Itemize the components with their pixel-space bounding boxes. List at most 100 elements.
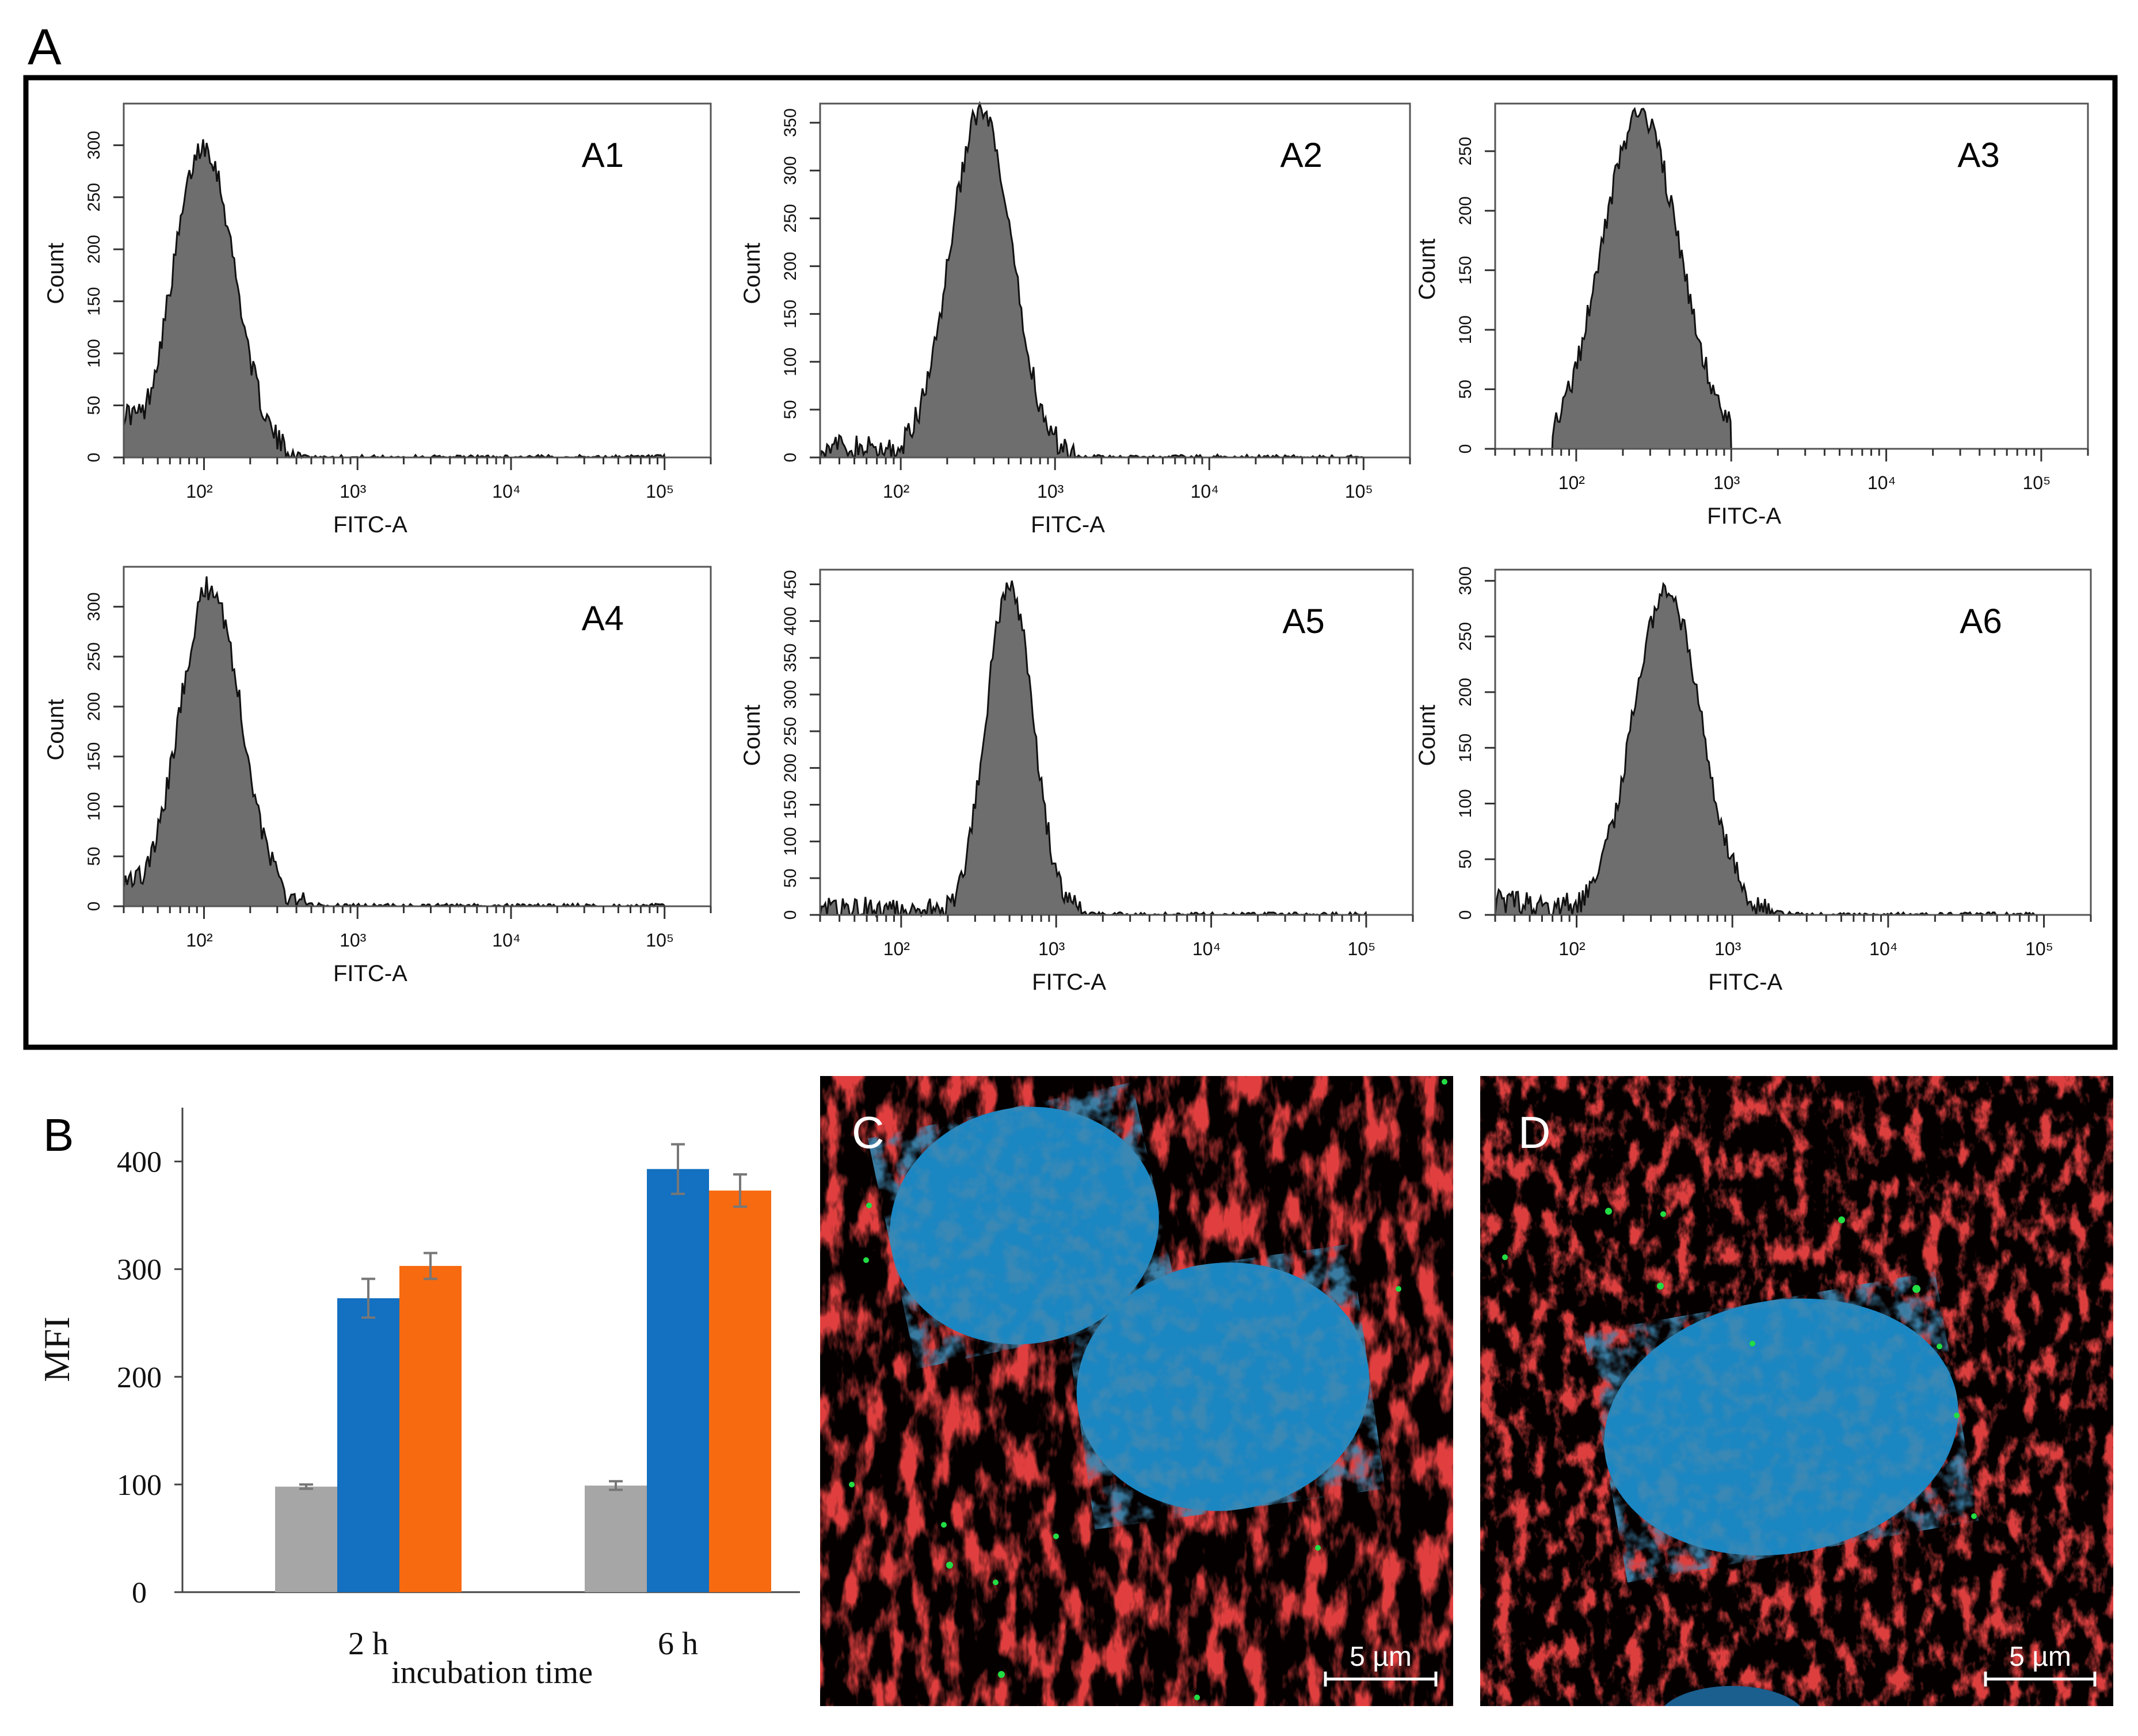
y-axis-label: Count bbox=[740, 705, 765, 766]
panel-a-frame bbox=[23, 75, 2118, 1050]
y-tick-label: 400 bbox=[117, 1146, 162, 1179]
plot-frame bbox=[819, 569, 1414, 916]
category-label: 2 h bbox=[348, 1626, 388, 1662]
x-axis-label: FITC-A bbox=[1032, 970, 1106, 995]
y-tick-label: 350 bbox=[781, 643, 800, 672]
y-tick-label: 150 bbox=[1456, 734, 1475, 762]
histogram-A3: 0 50 100 150 200 250 10² 10³ 10⁴ 10⁵ FITC-A Count A3 bbox=[1415, 102, 2089, 529]
y-axis-label: Count bbox=[1415, 705, 1440, 766]
panel-label-A3: A3 bbox=[1957, 136, 1999, 174]
y-tick-label: 250 bbox=[1456, 622, 1475, 651]
y-tick-label: 100 bbox=[85, 339, 104, 368]
y-tick-label: 300 bbox=[117, 1254, 162, 1287]
y-tick-label: 200 bbox=[1456, 196, 1475, 225]
panel-c-letter: C bbox=[852, 1107, 884, 1158]
y-tick-label: 250 bbox=[85, 642, 104, 671]
y-tick-label: 250 bbox=[781, 717, 800, 746]
histogram-fill bbox=[1551, 106, 1732, 450]
flow-histograms: 0 50 100 150 200 250 300 10² 10³ 10⁴ 10⁵ FITC-A Coun… bbox=[43, 101, 2092, 995]
y-tick-label: 300 bbox=[85, 131, 104, 159]
y-tick-label: 300 bbox=[85, 592, 104, 621]
x-tick-label: 10³ bbox=[1713, 472, 1740, 493]
y-tick-label: 50 bbox=[85, 847, 104, 866]
panel-b-letter: B bbox=[43, 1109, 74, 1161]
y-tick-label: 100 bbox=[117, 1469, 162, 1502]
x-tick-label: 10² bbox=[1558, 472, 1586, 493]
x-tick-label: 10² bbox=[883, 481, 910, 502]
y-tick-label: 0 bbox=[1456, 444, 1475, 454]
panel-d-letter: D bbox=[1518, 1107, 1550, 1158]
x-tick-label: 10⁴ bbox=[1869, 938, 1897, 959]
x-tick-label: 10⁵ bbox=[646, 930, 674, 951]
x-tick-label: 10² bbox=[186, 481, 213, 502]
bar-series-2 bbox=[647, 1169, 709, 1592]
y-tick-label: 100 bbox=[85, 792, 104, 821]
plot-frame bbox=[123, 566, 712, 907]
y-tick-label: 0 bbox=[132, 1577, 147, 1609]
histogram-A6: 0 50 100 150 200 250 300 10² 10³ 10⁴ 10⁵ FITC-A Coun… bbox=[1415, 566, 2092, 995]
y-tick-label: 100 bbox=[781, 827, 800, 856]
panel-label-A1: A1 bbox=[582, 136, 624, 174]
x-tick-label: 10⁴ bbox=[492, 930, 520, 951]
x-tick-label: 10⁵ bbox=[646, 481, 674, 502]
bar-series-3 bbox=[399, 1266, 462, 1592]
y-tick-label: 0 bbox=[85, 902, 104, 911]
y-tick-label: 200 bbox=[1456, 678, 1475, 707]
y-tick-label: 0 bbox=[781, 910, 800, 920]
x-tick-label: 10⁴ bbox=[1868, 472, 1896, 493]
x-tick-label: 10⁵ bbox=[1345, 481, 1373, 502]
y-tick-label: 200 bbox=[781, 252, 800, 281]
x-axis-title: incubation time bbox=[391, 1655, 593, 1691]
x-axis-label: FITC-A bbox=[1707, 503, 1781, 529]
y-tick-label: 100 bbox=[1456, 315, 1475, 344]
x-tick-label: 10⁴ bbox=[1191, 481, 1219, 502]
y-tick-label: 150 bbox=[781, 790, 800, 819]
bar-control bbox=[275, 1486, 337, 1592]
histogram-A4: 0 50 100 150 200 250 300 10² 10³ 10⁴ 10⁵ FITC-A Coun… bbox=[43, 566, 712, 986]
bar-control bbox=[585, 1485, 647, 1592]
y-tick-label: 200 bbox=[85, 235, 104, 264]
scale-bar-c-label: 5 µm bbox=[1350, 1642, 1412, 1672]
scale-bar-d-label: 5 µm bbox=[2009, 1642, 2071, 1672]
y-tick-label: 50 bbox=[85, 396, 104, 415]
x-tick-label: 10² bbox=[186, 930, 213, 951]
x-tick-label: 10² bbox=[883, 938, 910, 959]
y-tick-label: 350 bbox=[781, 108, 800, 137]
y-tick-label: 0 bbox=[85, 453, 104, 463]
y-tick-label: 250 bbox=[1456, 137, 1475, 166]
x-tick-label: 10⁵ bbox=[2022, 472, 2051, 493]
panel-label-A5: A5 bbox=[1282, 602, 1324, 640]
category-label: 6 h bbox=[658, 1626, 698, 1662]
y-axis-title: MFI bbox=[36, 1317, 77, 1382]
y-tick-label: 150 bbox=[85, 742, 104, 771]
histogram-A1: 0 50 100 150 200 250 300 10² 10³ 10⁴ 10⁵ FITC-A Coun… bbox=[43, 102, 712, 537]
y-tick-label: 50 bbox=[781, 400, 800, 419]
y-axis-label: Count bbox=[43, 243, 68, 304]
plot-frame bbox=[1494, 569, 2092, 916]
y-tick-label: 150 bbox=[85, 287, 104, 316]
x-tick-label: 10⁵ bbox=[2025, 938, 2053, 959]
y-tick-label: 250 bbox=[781, 204, 800, 232]
histogram-A5: 0 50 100 150 200 250 300 350 400 450 10² 10³ 10⁴ 10⁵ F… bbox=[740, 569, 1414, 995]
y-tick-label: 400 bbox=[781, 606, 800, 635]
histogram-fill bbox=[123, 139, 666, 460]
x-tick-label: 10⁴ bbox=[1192, 938, 1221, 959]
y-tick-label: 200 bbox=[117, 1361, 162, 1394]
y-tick-label: 150 bbox=[781, 300, 800, 329]
x-tick-label: 10⁴ bbox=[492, 481, 520, 502]
x-tick-label: 10² bbox=[1558, 938, 1586, 959]
y-tick-label: 450 bbox=[781, 570, 800, 599]
x-axis-label: FITC-A bbox=[1708, 970, 1782, 995]
y-tick-label: 0 bbox=[781, 453, 800, 463]
y-tick-label: 300 bbox=[1456, 566, 1475, 595]
y-tick-label: 250 bbox=[85, 183, 104, 212]
y-axis-label: Count bbox=[740, 243, 765, 304]
x-tick-label: 10³ bbox=[1037, 481, 1064, 502]
micrograph-c bbox=[820, 1076, 1453, 1706]
plot-frame bbox=[819, 102, 1411, 459]
panel-a-letter: A bbox=[28, 18, 62, 75]
bar-series-2 bbox=[337, 1298, 399, 1592]
y-tick-label: 300 bbox=[781, 156, 800, 185]
y-tick-label: 50 bbox=[1456, 850, 1475, 869]
